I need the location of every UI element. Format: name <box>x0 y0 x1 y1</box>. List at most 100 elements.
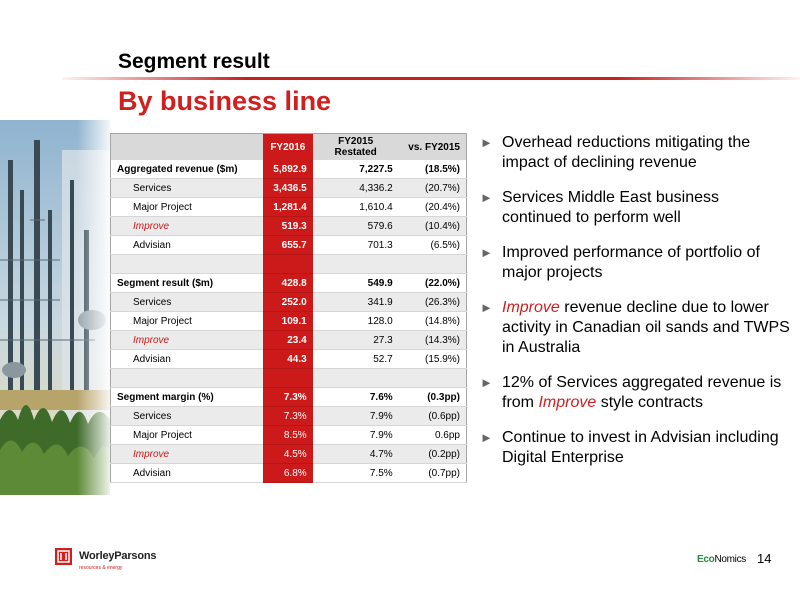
bullet-arrow-icon: ► <box>480 190 493 205</box>
economics-logo-rest: Nomics <box>714 554 746 565</box>
page-subtitle: By business line <box>118 86 332 116</box>
row-label <box>110 254 263 274</box>
table-row: Major Project 1,281.4 1,610.4 (20.4%) <box>110 197 467 217</box>
economics-logo: EcoNomics <box>697 554 746 565</box>
bullet-item: ► Improved performance of portfolio of ma… <box>480 243 790 283</box>
bullet-arrow-icon: ► <box>480 300 493 315</box>
table-row: Advisian 44.3 52.7 (15.9%) <box>110 349 467 369</box>
row-label <box>110 368 263 388</box>
cell-fy2016: 7.3% <box>263 387 313 407</box>
row-label: Major Project <box>110 197 263 217</box>
bullet-arrow-icon: ► <box>480 430 493 445</box>
table-row: Improve 519.3 579.6 (10.4%) <box>110 216 467 236</box>
row-label: Major Project <box>110 311 263 331</box>
table-row: Major Project 8.5% 7.9% 0.6pp <box>110 425 467 445</box>
bullet-text: style contracts <box>596 394 703 411</box>
cell-vs-fy2015: (0.3pp) <box>398 387 467 407</box>
cell-vs-fy2015: (10.4%) <box>398 216 467 236</box>
bullet-item: ► Continue to invest in Advisian includin… <box>480 428 790 468</box>
cell-vs-fy2015: (0.7pp) <box>398 463 467 483</box>
header-fy2016: FY2016 <box>263 133 313 160</box>
row-label: Improve <box>110 330 263 350</box>
industrial-photo-strip <box>0 120 110 495</box>
table-spacer-row <box>110 254 467 274</box>
cell-fy2015: 4,336.2 <box>312 178 399 198</box>
table-spacer-row <box>110 368 467 388</box>
cell-fy2015: 579.6 <box>312 216 399 236</box>
cell-vs-fy2015: (14.3%) <box>398 330 467 350</box>
cell-fy2015: 7.9% <box>312 425 399 445</box>
row-label: Advisian <box>110 349 263 369</box>
row-label: Services <box>110 178 263 198</box>
cell-fy2015: 7.9% <box>312 406 399 426</box>
bullet-arrow-icon: ► <box>480 135 493 150</box>
bullet-text: Overhead reductions mitigating the impac… <box>502 134 751 171</box>
cell-fy2016: 109.1 <box>263 311 313 331</box>
cell-fy2015: 128.0 <box>312 311 399 331</box>
table-row: Segment result ($m) 428.8 549.9 (22.0%) <box>110 273 467 293</box>
bullet-item: ► Services Middle East business continued… <box>480 188 790 228</box>
bullet-arrow-icon: ► <box>480 375 493 390</box>
cell-fy2015: 701.3 <box>312 235 399 255</box>
cell-vs-fy2015: (26.3%) <box>398 292 467 312</box>
cell-fy2015 <box>312 368 399 388</box>
cell-fy2015: 549.9 <box>312 273 399 293</box>
cell-fy2015: 4.7% <box>312 444 399 464</box>
cell-fy2016: 3,436.5 <box>263 178 313 198</box>
row-label: Aggregated revenue ($m) <box>110 160 263 179</box>
bullet-highlight-text: Improve <box>538 394 597 411</box>
cell-vs-fy2015: (6.5%) <box>398 235 467 255</box>
row-label: Advisian <box>110 235 263 255</box>
table-body: Aggregated revenue ($m) 5,892.9 7,227.5 (18… <box>110 160 467 483</box>
table-row: Advisian 655.7 701.3 (6.5%) <box>110 235 467 255</box>
cell-fy2015: 7.5% <box>312 463 399 483</box>
bullet-item: ► Overhead reductions mitigating the impa… <box>480 133 790 173</box>
cell-fy2016: 7.3% <box>263 406 313 426</box>
cell-vs-fy2015 <box>398 368 467 388</box>
cell-vs-fy2015 <box>398 254 467 274</box>
cell-vs-fy2015: (0.2pp) <box>398 444 467 464</box>
cell-fy2015 <box>312 254 399 274</box>
cell-fy2015: 341.9 <box>312 292 399 312</box>
cell-fy2016: 5,892.9 <box>263 160 313 179</box>
row-label: Services <box>110 406 263 426</box>
cell-vs-fy2015: (20.7%) <box>398 178 467 198</box>
row-label: Improve <box>110 444 263 464</box>
cell-vs-fy2015: (22.0%) <box>398 273 467 293</box>
cell-fy2016: 428.8 <box>263 273 313 293</box>
cell-fy2016: 44.3 <box>263 349 313 369</box>
bullet-arrow-icon: ► <box>480 245 493 260</box>
logo-mark-icon <box>55 548 72 565</box>
cell-fy2016 <box>263 368 313 388</box>
logo-tagline: resources & energy <box>79 565 123 571</box>
row-label: Segment margin (%) <box>110 387 263 407</box>
cell-fy2015: 52.7 <box>312 349 399 369</box>
cell-vs-fy2015: (20.4%) <box>398 197 467 217</box>
title-divider <box>62 77 800 80</box>
header-vs-fy2015: vs. FY2015 <box>398 133 467 160</box>
table-row: Services 7.3% 7.9% (0.6pp) <box>110 406 467 426</box>
bullet-text: Improved performance of portfolio of maj… <box>502 244 760 281</box>
cell-fy2015: 27.3 <box>312 330 399 350</box>
table-row: Advisian 6.8% 7.5% (0.7pp) <box>110 463 467 483</box>
table-row: Segment margin (%) 7.3% 7.6% (0.3pp) <box>110 387 467 407</box>
row-label: Services <box>110 292 263 312</box>
cell-vs-fy2015: (15.9%) <box>398 349 467 369</box>
cell-fy2015: 7,227.5 <box>312 160 399 179</box>
key-points-list: ► Overhead reductions mitigating the impa… <box>480 133 790 483</box>
cell-fy2016: 252.0 <box>263 292 313 312</box>
cell-fy2016: 519.3 <box>263 216 313 236</box>
row-label: Improve <box>110 216 263 236</box>
cell-vs-fy2015: 0.6pp <box>398 425 467 445</box>
cell-fy2015: 7.6% <box>312 387 399 407</box>
row-label: Segment result ($m) <box>110 273 263 293</box>
bullet-text: Services Middle East business continued … <box>502 189 719 226</box>
refinery-image <box>0 120 110 495</box>
cell-fy2016: 23.4 <box>263 330 313 350</box>
cell-fy2015: 1,610.4 <box>312 197 399 217</box>
bullet-item: ► 12% of Services aggregated revenue is f… <box>480 373 790 413</box>
bullet-text: 12% of Services aggregated revenue is fr… <box>502 374 782 411</box>
bullet-highlight-text: Improve <box>502 299 560 316</box>
table-row: Services 252.0 341.9 (26.3%) <box>110 292 467 312</box>
header-label-cell <box>110 133 263 160</box>
